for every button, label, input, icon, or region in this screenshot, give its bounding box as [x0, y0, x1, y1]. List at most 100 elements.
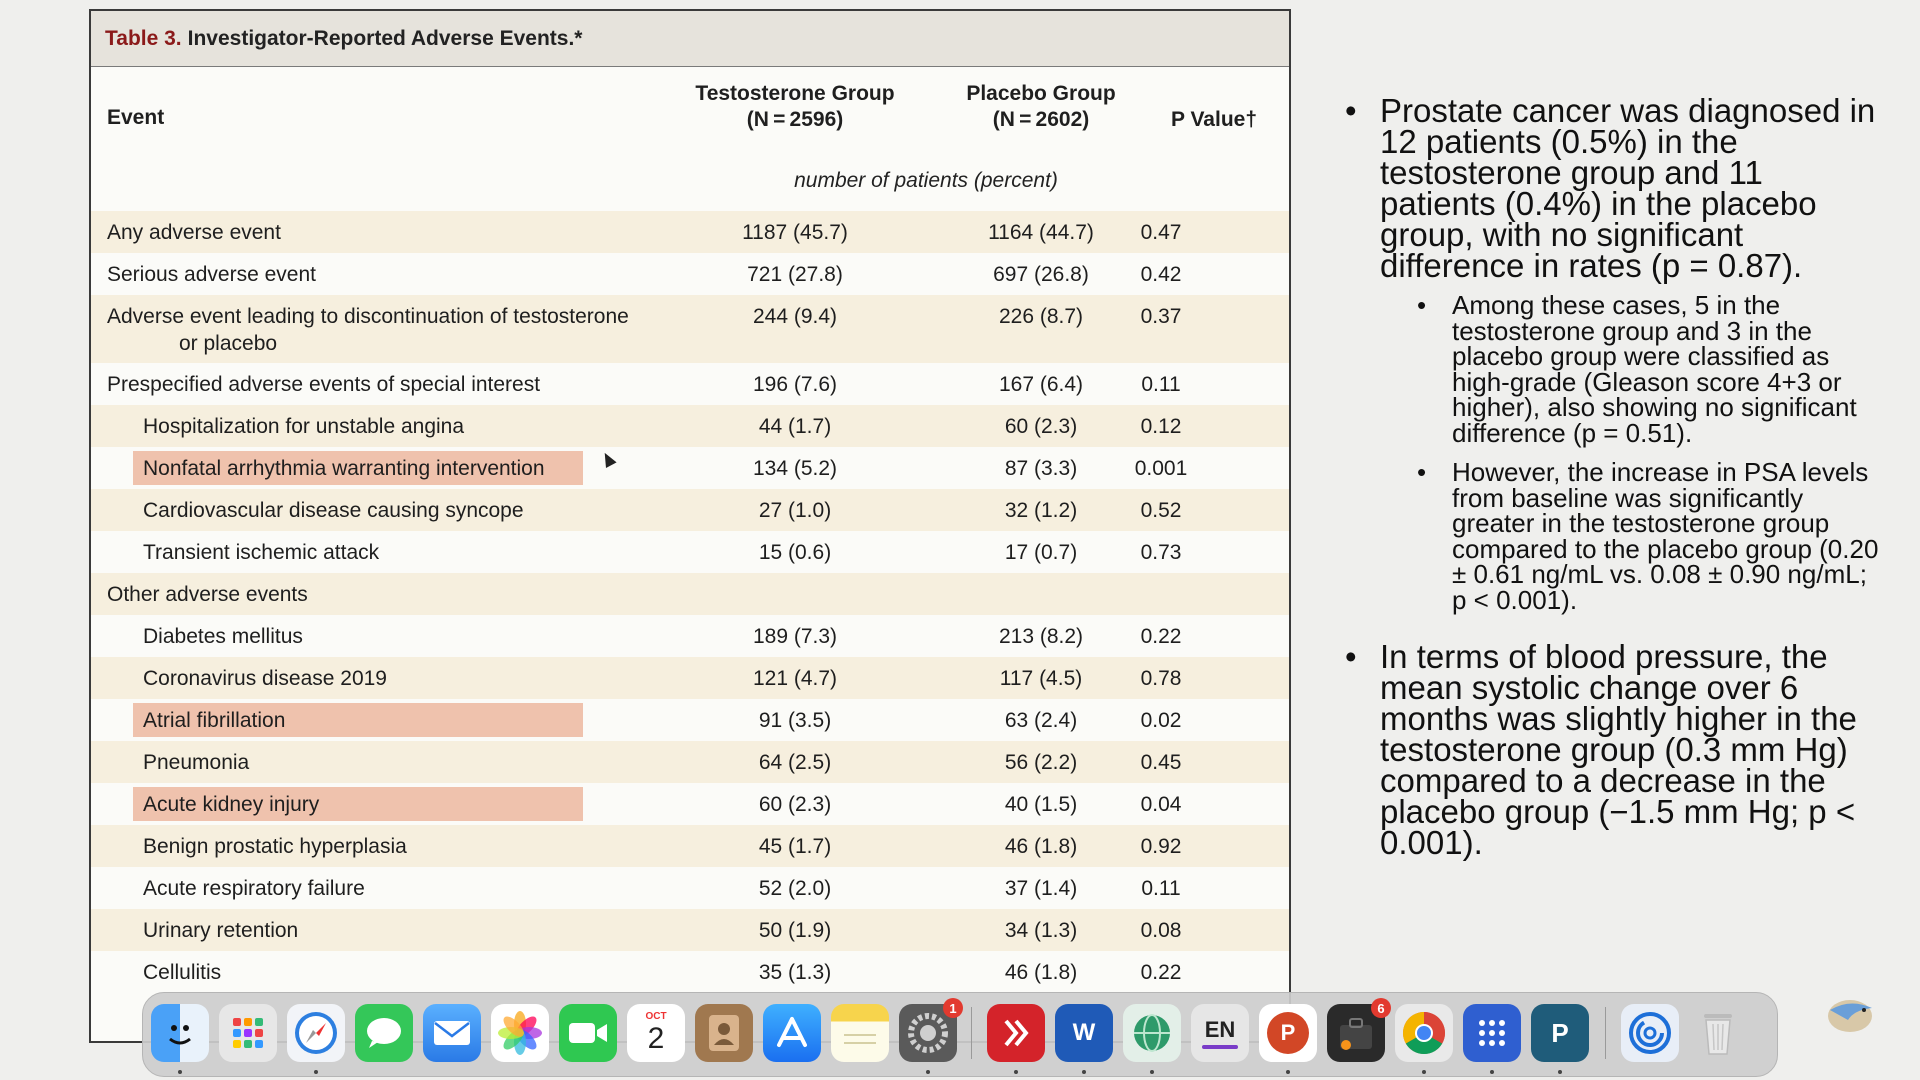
- table-row: Pneumonia 64 (2.5) 56 (2.2) 0.45: [91, 741, 1289, 783]
- testosterone-value: 91 (3.5): [758, 709, 832, 732]
- table-row: Cellulitis 35 (1.3) 46 (1.8) 0.22: [91, 951, 1289, 993]
- bullet-blood-pressure: In terms of blood pressure, the mean sys…: [1345, 640, 1885, 859]
- p-value: 0.11: [1141, 877, 1181, 900]
- table-row: Any adverse event 1187 (45.7) 1164 (44.7…: [91, 211, 1289, 253]
- table-row: Atrial fibrillation 91 (3.5) 63 (2.4) 0.…: [91, 699, 1289, 741]
- p-value: 0.47: [1140, 221, 1182, 244]
- event-label: Cardiovascular disease causing syncope: [143, 499, 524, 522]
- grid-icon: [233, 1018, 263, 1048]
- p-value: 0.52: [1140, 499, 1182, 522]
- sub-bullet-high-grade: Among these cases, 5 in the testosterone…: [1417, 292, 1885, 446]
- testosterone-group-label: Testosterone Group: [695, 82, 895, 105]
- input-underline: [1202, 1044, 1238, 1049]
- p-value: 0.22: [1140, 961, 1182, 984]
- system-settings-icon[interactable]: 1: [899, 998, 963, 1062]
- p-value: 0.12: [1140, 415, 1182, 438]
- facetime-icon[interactable]: [559, 1004, 617, 1062]
- running-indicator: [1014, 1070, 1018, 1074]
- table-row: Cardiovascular disease causing syncope 2…: [91, 489, 1289, 531]
- table-row: Coronavirus disease 2019 121 (4.7) 117 (…: [91, 657, 1289, 699]
- table-row: Acute kidney injury 60 (2.3) 40 (1.5) 0.…: [91, 783, 1289, 825]
- placebo-value: 34 (1.3): [1004, 919, 1078, 942]
- notification-badge: 1: [943, 998, 963, 1018]
- highlight-marker: [133, 787, 583, 821]
- table-row: Hospitalization for unstable angina 44 (…: [91, 405, 1289, 447]
- remote-desktop-icon[interactable]: [987, 1004, 1045, 1062]
- event-label: Transient ischemic attack: [143, 541, 380, 564]
- powerpoint-icon[interactable]: P: [1259, 1004, 1317, 1062]
- app-store-icon[interactable]: [763, 1004, 821, 1062]
- event-label: Coronavirus disease 2019: [143, 667, 387, 690]
- spiral-app-icon[interactable]: [1621, 1004, 1679, 1062]
- p-value: 0.78: [1140, 667, 1182, 690]
- chrome-icon[interactable]: [1395, 1004, 1453, 1062]
- placebo-value: 40 (1.5): [1004, 793, 1078, 816]
- messages-icon[interactable]: [355, 1004, 413, 1062]
- app-store-a-icon: [777, 1017, 807, 1047]
- event-label: Adverse event leading to discontinuation…: [107, 303, 667, 357]
- video-camera-icon: [569, 1023, 607, 1043]
- event-label: Any adverse event: [107, 221, 281, 244]
- column-header-event: Event: [107, 106, 165, 129]
- event-label: Other adverse events: [107, 583, 308, 606]
- lines-icon: [844, 1034, 876, 1044]
- placebo-value: 117 (4.5): [999, 667, 1083, 690]
- table-number: Table 3.: [105, 26, 182, 50]
- gear-icon: [908, 1013, 948, 1053]
- trash-icon[interactable]: [1689, 1004, 1747, 1062]
- dots-grid-icon[interactable]: [1463, 1004, 1521, 1062]
- highlight-marker: [133, 451, 583, 485]
- testosterone-value: 64 (2.5): [758, 751, 832, 774]
- mail-icon[interactable]: [423, 1004, 481, 1062]
- double-chevron-icon: [1004, 1019, 1029, 1047]
- contacts-icon[interactable]: [695, 1004, 753, 1062]
- placebo-group-label: Placebo Group: [966, 82, 1116, 105]
- table-row: Benign prostatic hyperplasia 45 (1.7) 46…: [91, 825, 1289, 867]
- testosterone-value: 196 (7.6): [752, 373, 838, 396]
- running-indicator: [1286, 1070, 1290, 1074]
- placebo-value: 226 (8.7): [998, 305, 1084, 328]
- dark-tool-icon[interactable]: 6: [1327, 998, 1391, 1062]
- placebo-value: 32 (1.2): [1004, 499, 1078, 522]
- dock-separator: [971, 1007, 972, 1059]
- trash-can-icon: [1704, 1014, 1732, 1055]
- table-title-bar: Table 3. Investigator-Reported Adverse E…: [91, 11, 1289, 67]
- calendar-icon[interactable]: OCT 2: [627, 1004, 685, 1062]
- flower-icon: [498, 1011, 542, 1055]
- testosterone-value: 121 (4.7): [752, 667, 838, 690]
- event-label: Hospitalization for unstable angina: [143, 415, 465, 438]
- running-indicator: [1558, 1070, 1562, 1074]
- running-indicator: [1150, 1070, 1154, 1074]
- globe-icon: [1134, 1014, 1170, 1052]
- table-row: Other adverse events: [91, 573, 1289, 615]
- calendar-day: 2: [647, 1022, 665, 1055]
- dock: OCT 2 1 W EN P 6: [142, 992, 1778, 1077]
- photos-icon[interactable]: [491, 1004, 549, 1062]
- envelope-icon: [434, 1021, 470, 1045]
- launchpad-icon[interactable]: [219, 1004, 277, 1062]
- word-icon[interactable]: W: [1055, 1004, 1113, 1062]
- finder-face-icon: [169, 1025, 191, 1045]
- table-row: Transient ischemic attack 15 (0.6) 17 (0…: [91, 531, 1289, 573]
- testosterone-value: 27 (1.0): [758, 499, 832, 522]
- p-value: 0.11: [1141, 373, 1181, 396]
- safari-icon[interactable]: [287, 1004, 345, 1062]
- briefcase-icon: [1340, 1018, 1372, 1050]
- table-title: Investigator-Reported Adverse Events.*: [187, 26, 583, 50]
- globe-network-icon[interactable]: [1123, 1004, 1181, 1062]
- placebo-value: 213 (8.2): [998, 625, 1084, 648]
- finder-icon[interactable]: [151, 1004, 209, 1062]
- event-label-highlighted: Acute kidney injury: [143, 793, 320, 816]
- placebo-value: 46 (1.8): [1004, 961, 1078, 984]
- event-label: Cellulitis: [143, 961, 222, 984]
- p-value: 0.42: [1140, 263, 1182, 286]
- input-source-icon[interactable]: EN: [1191, 1004, 1249, 1062]
- column-header-pvalue: P Value†: [1171, 108, 1258, 131]
- running-indicator: [926, 1070, 930, 1074]
- p-value: 0.04: [1140, 793, 1182, 816]
- testosterone-value: 134 (5.2): [752, 457, 838, 480]
- publisher-icon[interactable]: P: [1531, 1004, 1589, 1062]
- slide-notes: Prostate cancer was diagnosed in 12 pati…: [1345, 94, 1885, 870]
- notes-icon[interactable]: [831, 1004, 889, 1062]
- units-label: number of patients (percent): [794, 169, 1058, 192]
